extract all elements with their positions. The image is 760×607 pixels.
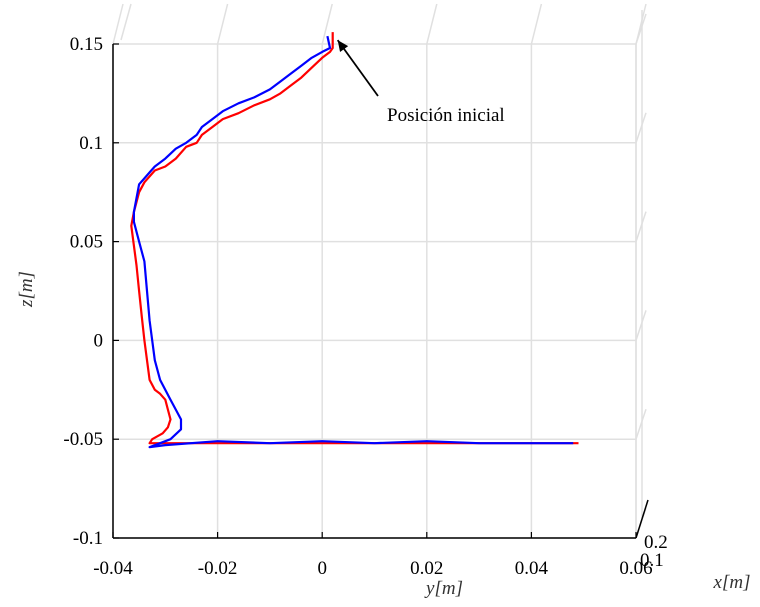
series-line-1 — [130, 32, 579, 445]
grid-line-x-top — [530, 3, 543, 45]
grid-line-x-top — [426, 3, 438, 45]
x-tick-label: 0.02 — [410, 558, 443, 579]
x-tick-label: -0.04 — [93, 558, 133, 579]
grid-lines — [112, 3, 647, 539]
y-tick-label: -0.05 — [63, 429, 103, 450]
depth-axis-line — [635, 499, 649, 539]
y-axis-label: z[m] — [16, 271, 37, 308]
x-tick-label: 0.06 — [619, 558, 652, 579]
grid-line-x-top — [216, 3, 229, 45]
y-tick-label: 0.1 — [79, 133, 103, 154]
x-tick-label: 0.04 — [515, 558, 549, 579]
depth-tick-label: 0.2 — [644, 532, 668, 553]
axes — [112, 43, 649, 539]
grid-line-y-side — [635, 310, 647, 341]
grid-line-x-top — [321, 3, 333, 45]
grid-line-y-side — [635, 13, 647, 45]
annotation-arrow — [336, 39, 379, 97]
y-tick-label: 0.15 — [70, 34, 103, 55]
series-line-2 — [132, 35, 574, 449]
annotation-arrowhead — [337, 40, 349, 52]
annotation-layer: Posición inicial — [336, 39, 505, 126]
x-tick-label: 0 — [317, 558, 327, 579]
depth-tick-label: 0.1 — [640, 550, 664, 571]
grid-line-x-top — [112, 3, 124, 45]
tick-labels: -0.04 -0.02 0 0.02 0.04 0.06 -0.1 -0.05 0 0.05 0.1… — [16, 34, 750, 599]
grid-line-y-side — [635, 211, 647, 242]
x-axis-label: y[m] — [424, 578, 463, 599]
grid-line-x-top — [120, 3, 132, 41]
grid-line-y-side — [635, 112, 647, 144]
y-tick-label: 0.05 — [70, 232, 103, 253]
depth-axis-label: x[m] — [713, 572, 751, 593]
y-tick-label: -0.1 — [73, 528, 103, 549]
series-layer — [130, 32, 579, 449]
x-tick-label: -0.02 — [198, 558, 238, 579]
grid-line-y-side — [635, 408, 647, 440]
annotation-label: Posición inicial — [387, 105, 505, 126]
y-tick-label: 0 — [94, 330, 104, 351]
